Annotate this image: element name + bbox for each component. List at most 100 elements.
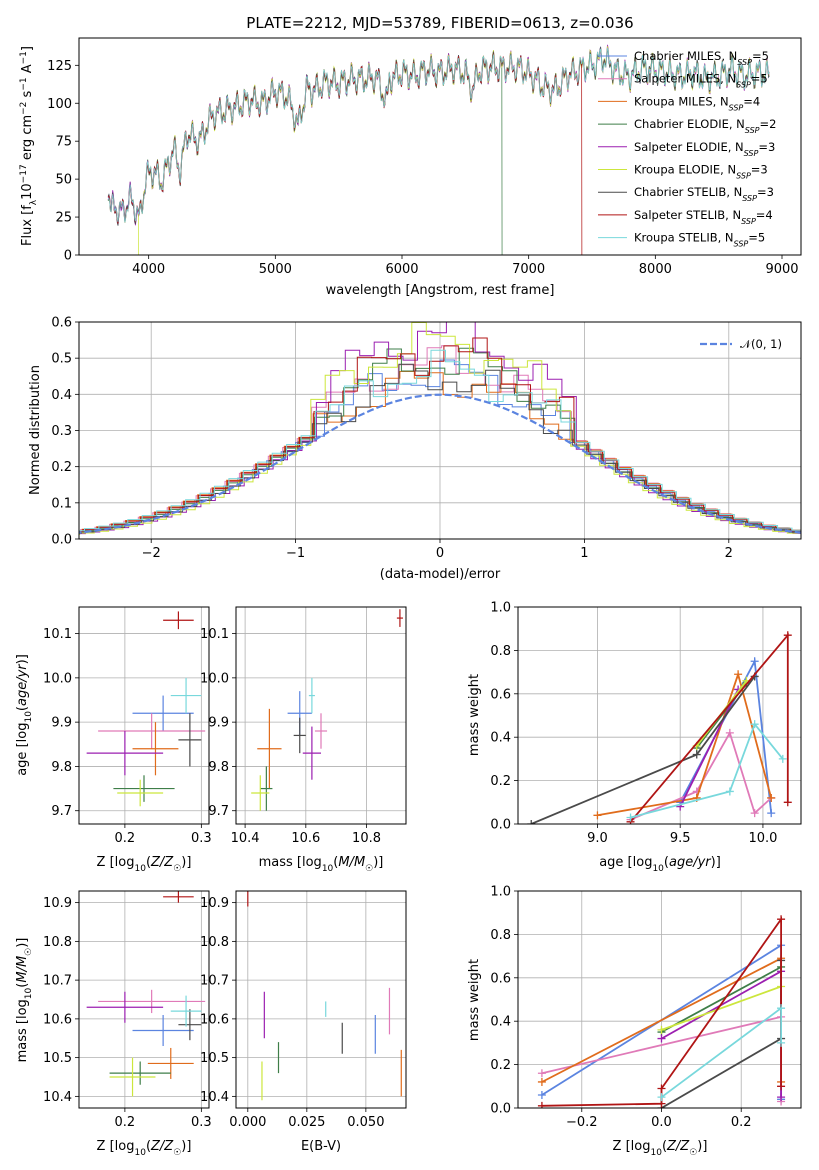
weight-marker [692,750,701,759]
label-part: )] [711,855,721,870]
weight-line-8 [630,722,784,819]
legend-normal-label: 𝒩(0, 1) [740,337,782,351]
weight-marker [725,728,734,737]
label-part: Z [log [97,1139,135,1154]
x-axis-label: mass [log10(M/M☉)] [259,855,384,874]
y-tick-label: 0.3 [51,424,72,439]
y-axis-label: Normed distribution [28,365,43,495]
axes-frame [78,606,210,825]
legend-nssp: =3 [751,163,768,177]
label-part: mass [log [15,999,30,1062]
weight-line-7 [629,632,789,823]
label-part: 10 [652,864,664,874]
x-tick-label: 5000 [259,262,292,277]
y-tick-label: 10.9 [200,896,229,911]
y-tick-label: 0.4 [490,1015,511,1030]
legend-sub: SSP [745,126,760,135]
x-tick-label: −2 [142,546,161,561]
plot-area [86,611,206,807]
label-part: Z [log [613,1139,651,1154]
weight-marker [537,1077,546,1086]
x-tick-label: 0.3 [191,831,212,846]
y-axis-label: mass weight [467,674,482,756]
label-part: mass [log [259,855,322,870]
label-part: mass weight [467,959,482,1041]
weight-marker [725,787,734,796]
label-part: 10 [650,1148,662,1158]
y-tick-label: 0.4 [490,731,511,746]
legend-sub: SSP [742,194,757,203]
label-part: λ [29,199,39,205]
y-tick-label: 0.8 [490,928,511,943]
y-tick-label: 0.2 [490,1058,511,1073]
weight-marker [777,1038,786,1047]
x-tick-label: 4000 [132,262,165,277]
chart-spectrum: 4000 5000 6000 7000 8000 9000 0 25 50 75 100 125 Cha… [19,37,802,298]
weight-line-4 [679,689,739,807]
y-tick-label: 0.8 [490,644,511,659]
weight-marker [777,1004,786,1013]
y-tick-label: 100 [47,97,72,112]
y-tick-label: 9.9 [51,716,72,731]
y-tick-label: 0.5 [51,352,72,367]
label-part: )] [181,1139,191,1154]
y-tick-label: 10.5 [43,1051,72,1066]
label-part: 10 [24,987,34,999]
label-part: age [log [15,723,30,776]
label-part: age/yr [669,855,712,870]
legend-entry: Chabrier ELODIE, NSSP=2 [634,117,776,135]
x-axis-label: Z [log10(Z/Z☉)] [97,1139,192,1158]
label-part: ( [15,983,30,988]
normal-curve [79,393,801,534]
legend-nssp: =2 [760,117,777,131]
spectrum-line-8 [107,47,770,222]
y-tick-label: 0.2 [490,774,511,789]
weight-marker [777,1093,786,1102]
label-part: 10 [322,864,334,874]
plot-area [251,609,403,811]
label-part: ☉ [173,864,181,874]
y-tick-label: 75 [55,135,72,150]
weight-line-2 [597,671,773,817]
label-part: )] [697,1139,707,1154]
y-axis-label: age [log10(age/yr)] [15,654,34,776]
legend-entry: Kroupa MILES, NSSP=4 [634,94,760,112]
label-part: Z/Z [666,1139,690,1154]
legend-sub: SSP [741,216,756,225]
weight-marker [783,631,792,640]
label-part: Flux [f [20,205,35,246]
legend-model-name: Kroupa ELODIE, N [634,163,736,177]
y-tick-label: 0.6 [51,316,72,331]
x-axis-label: Z [log10(Z/Z☉)] [613,1139,708,1158]
label-part: )] [181,855,191,870]
label-part: age [log [599,855,652,870]
y-axis-label: mass weight [467,959,482,1041]
legend-sub: SSP [736,171,751,180]
x-tick-label: 0.2 [731,1115,752,1130]
label-part: ( [662,1139,667,1154]
x-tick-label: 7000 [512,262,545,277]
legend-nssp: =4 [756,208,773,222]
y-tick-label: 125 [47,59,72,74]
x-tick-label: 0.0 [651,1115,672,1130]
y-tick-label: 10.9 [43,896,72,911]
label-part: 10 [134,864,146,874]
label-part: )] [15,938,30,948]
axes-frame [517,890,802,1109]
legend-model-name: Salpeter ELODIE, N [634,140,744,154]
legend-model-name: Kroupa STELIB, N [634,231,734,245]
x-tick-label: 0.2 [115,1115,136,1130]
x-tick-label: 9.5 [670,831,691,846]
label-part: )] [15,654,30,664]
label-part: ☉ [365,864,373,874]
legend-model-name: Salpeter MILES, N [634,72,736,86]
weight-line-3 [661,966,782,1033]
x-tick-label: 9000 [765,262,798,277]
y-tick-label: 10.8 [200,935,229,950]
label-part: A [20,64,35,77]
legend-nssp: =5 [751,72,768,86]
y-tick-label: 9.7 [208,804,229,819]
label-part: −2 [19,102,29,115]
y-tick-label: 9.7 [51,804,72,819]
weight-marker [537,1090,546,1099]
